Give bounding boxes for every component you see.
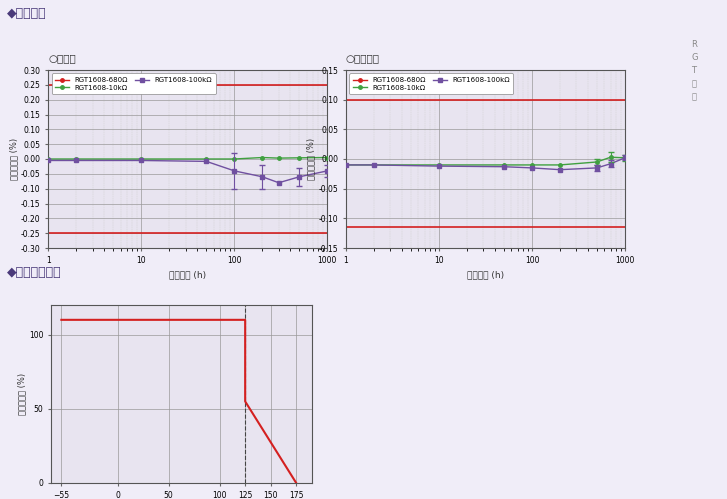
Text: R
G
T
系
列: R G T 系 列: [691, 40, 698, 102]
Y-axis label: 额定功率比 (%): 额定功率比 (%): [17, 373, 26, 415]
X-axis label: 试验时间 (h): 试验时间 (h): [467, 270, 504, 279]
Legend: RGT1608-680Ω, RGT1608-10kΩ, RGT1608-100kΩ: RGT1608-680Ω, RGT1608-10kΩ, RGT1608-100k…: [52, 73, 216, 94]
Text: ◆负荷减轻曲线: ◆负荷减轻曲线: [7, 265, 61, 278]
Y-axis label: 阻值变化率 (%): 阻值变化率 (%): [307, 138, 316, 180]
X-axis label: 试验时间 (h): 试验时间 (h): [169, 270, 206, 279]
Text: ○高温放置: ○高温放置: [346, 53, 380, 63]
Text: ◆实验数据: ◆实验数据: [7, 7, 47, 20]
Y-axis label: 阻值变化率 (%): 阻值变化率 (%): [9, 138, 18, 180]
Legend: RGT1608-680Ω, RGT1608-10kΩ, RGT1608-100kΩ: RGT1608-680Ω, RGT1608-10kΩ, RGT1608-100k…: [350, 73, 513, 94]
Text: ○耐久性: ○耐久性: [49, 53, 76, 63]
